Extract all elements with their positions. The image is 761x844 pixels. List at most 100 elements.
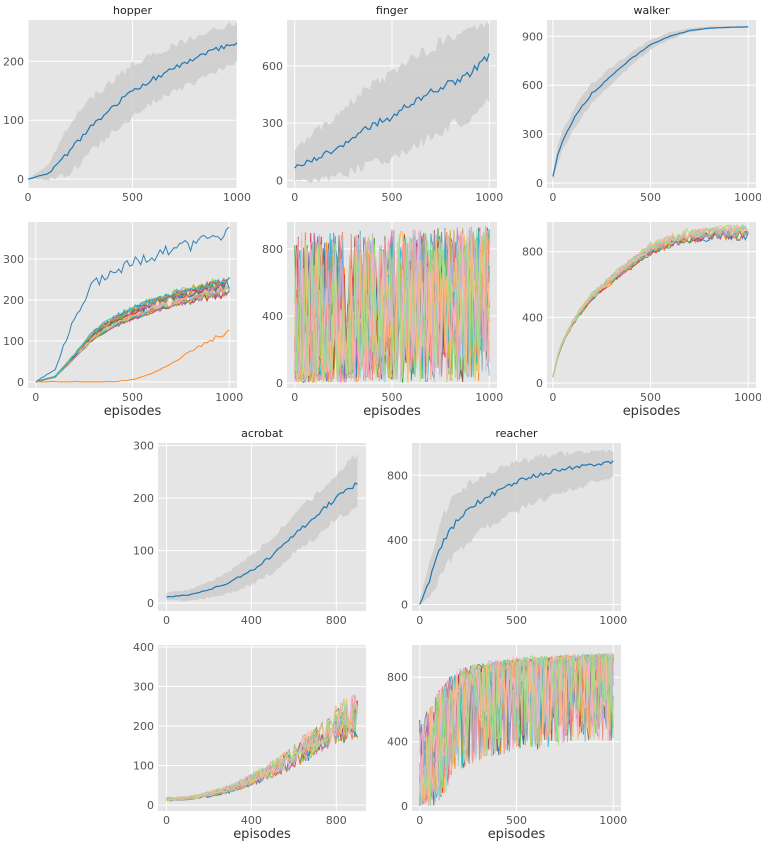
y-tick-label: 600 (262, 60, 283, 73)
x-tick-label: 0 (163, 814, 170, 827)
plot-area (158, 443, 366, 611)
x-tick-label: 0 (416, 614, 423, 627)
mean-line (419, 460, 614, 605)
y-tick-label: 200 (3, 294, 24, 307)
y-tick-label: 0 (536, 377, 543, 390)
y-tick-label: 100 (133, 760, 154, 773)
chart-title: acrobat (241, 427, 284, 440)
y-tick-label: 400 (262, 310, 283, 323)
y-tick-label: 0 (17, 173, 24, 186)
x-tick-label: 500 (640, 191, 661, 204)
x-tick-label: 400 (241, 814, 262, 827)
y-tick-label: 800 (387, 671, 408, 684)
panel-finger-runs: 0 500 1000 0 400 800 episodes (262, 222, 503, 419)
panel-hopper-mean: 0 500 1000 0 100 200 hopper (3, 4, 251, 204)
panel-reacher-mean: 0 500 1000 0 400 800 reacher (387, 427, 627, 627)
panel-acrobat-mean: 0 400 800 0 100 200 300 acrobat (133, 427, 366, 627)
y-tick-label: 200 (3, 55, 24, 68)
x-tick-label: 500 (506, 814, 527, 827)
x-tick-label: 400 (241, 614, 262, 627)
x-axis-label: episodes (488, 827, 546, 842)
chart-title: finger (376, 4, 409, 17)
mean-line (166, 482, 358, 598)
x-tick-label: 500 (382, 191, 403, 204)
y-tick-label: 200 (133, 720, 154, 733)
panel-finger-mean: 0 500 1000 0 300 600 finger (262, 4, 503, 204)
run-line (294, 228, 490, 382)
x-tick-label: 0 (32, 391, 39, 404)
y-tick-label: 0 (276, 174, 283, 187)
y-tick-label: 400 (522, 311, 543, 324)
run-line (552, 227, 749, 377)
x-tick-label: 500 (382, 391, 403, 404)
confidence-band (166, 454, 358, 601)
y-tick-label: 800 (387, 469, 408, 482)
chart-title: walker (633, 4, 670, 17)
x-tick-label: 0 (416, 814, 423, 827)
y-tick-label: 200 (133, 492, 154, 505)
y-tick-label: 600 (522, 79, 543, 92)
run-line (552, 223, 749, 377)
x-tick-label: 500 (122, 391, 143, 404)
x-tick-label: 1000 (223, 191, 251, 204)
y-tick-label: 0 (147, 597, 154, 610)
x-tick-label: 800 (326, 814, 347, 827)
x-tick-label: 1000 (215, 391, 243, 404)
x-tick-label: 800 (326, 614, 347, 627)
panel-reacher-runs: 0 500 1000 0 400 800 episodes (387, 645, 627, 842)
x-tick-label: 0 (549, 391, 556, 404)
x-tick-label: 1000 (599, 814, 627, 827)
y-tick-label: 400 (387, 534, 408, 547)
x-tick-label: 500 (506, 614, 527, 627)
y-tick-label: 0 (147, 799, 154, 812)
y-tick-label: 100 (3, 114, 24, 127)
x-tick-label: 500 (122, 191, 143, 204)
x-tick-label: 0 (291, 191, 298, 204)
y-tick-label: 900 (522, 30, 543, 43)
run-line (35, 276, 230, 383)
y-tick-label: 100 (3, 335, 24, 348)
run-line (552, 223, 749, 377)
y-tick-label: 400 (133, 641, 154, 654)
x-tick-label: 1000 (734, 191, 761, 204)
run-line (35, 226, 230, 383)
y-tick-label: 800 (522, 246, 543, 259)
y-tick-label: 0 (17, 376, 24, 389)
y-tick-label: 300 (522, 128, 543, 141)
plot-area (158, 645, 366, 811)
y-tick-label: 0 (276, 377, 283, 390)
y-tick-label: 0 (401, 800, 408, 813)
y-tick-label: 800 (262, 243, 283, 256)
y-tick-label: 100 (133, 545, 154, 558)
x-tick-label: 1000 (734, 391, 761, 404)
panel-hopper-runs: 0 500 1000 0 100 200 300 episodes (3, 222, 243, 419)
x-tick-label: 0 (549, 191, 556, 204)
y-tick-label: 0 (536, 177, 543, 190)
x-tick-label: 500 (640, 391, 661, 404)
x-tick-label: 0 (25, 191, 32, 204)
y-tick-label: 300 (262, 117, 283, 130)
x-axis-label: episodes (363, 404, 421, 419)
x-tick-label: 1000 (475, 391, 503, 404)
panel-walker-runs: 0 500 1000 0 400 800 episodes (522, 222, 761, 419)
x-tick-label: 0 (163, 614, 170, 627)
confidence-band (294, 22, 490, 183)
x-tick-label: 0 (291, 391, 298, 404)
chart-title: hopper (113, 4, 152, 17)
x-axis-label: episodes (623, 404, 681, 419)
confidence-band (419, 449, 614, 605)
run-line (35, 329, 230, 383)
y-tick-label: 300 (3, 253, 24, 266)
mean-line (27, 42, 238, 180)
run-line (166, 698, 358, 800)
y-tick-label: 300 (133, 440, 154, 453)
x-axis-label: episodes (233, 827, 291, 842)
x-tick-label: 1000 (475, 191, 503, 204)
x-tick-label: 1000 (599, 614, 627, 627)
mean-line (294, 53, 490, 169)
panel-walker-mean: 0 500 1000 0 300 600 900 walker (522, 4, 761, 204)
y-tick-label: 0 (401, 599, 408, 612)
y-tick-label: 300 (133, 681, 154, 694)
